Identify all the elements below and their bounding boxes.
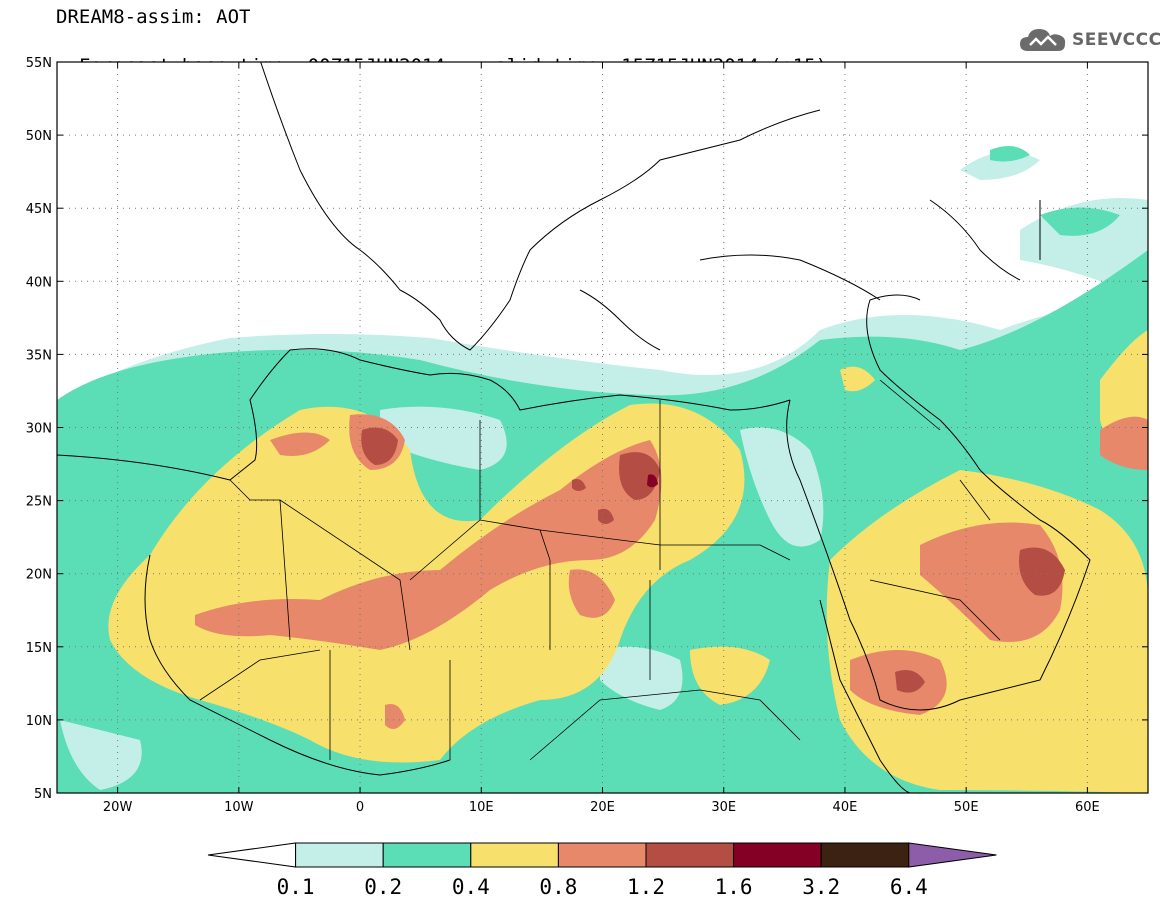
lat-tick-label: 40N bbox=[26, 275, 52, 290]
lon-tick-label: 10W bbox=[224, 800, 254, 815]
legend-swatch bbox=[295, 842, 384, 868]
lat-tick-label: 10N bbox=[26, 714, 52, 729]
legend-label: 0.4 bbox=[452, 875, 490, 899]
legend-swatch bbox=[645, 842, 735, 868]
legend-label: 0.1 bbox=[277, 875, 315, 899]
lon-tick-label: 0 bbox=[356, 800, 364, 815]
aot-band-0.1-patches bbox=[60, 406, 824, 790]
legend-label: 1.6 bbox=[715, 875, 753, 899]
legend-label: 0.2 bbox=[364, 875, 402, 899]
lat-tick-label: 45N bbox=[26, 202, 52, 217]
aot-band-1.2 bbox=[361, 427, 1065, 693]
lat-tick-label: 55N bbox=[26, 56, 52, 71]
lat-tick-label: 20N bbox=[26, 568, 52, 583]
lon-tick-label: 30E bbox=[711, 800, 736, 815]
coastlines bbox=[57, 62, 1091, 793]
lat-tick-label: 25N bbox=[26, 495, 52, 510]
lat-tick-label: 15N bbox=[26, 641, 52, 656]
legend-swatch bbox=[557, 842, 647, 868]
legend-swatch bbox=[382, 842, 472, 868]
legend-swatch bbox=[733, 842, 822, 868]
map-title: DREAM8-assim: AOT bbox=[56, 6, 251, 28]
lat-tick-label: 5N bbox=[34, 787, 52, 802]
lat-tick-label: 35N bbox=[26, 348, 52, 363]
legend-label: 0.8 bbox=[539, 875, 577, 899]
lon-tick-label: 40E bbox=[833, 800, 858, 815]
legend-swatch bbox=[820, 842, 910, 868]
lat-tick-label: 50N bbox=[26, 129, 52, 144]
lon-tick-label: 50E bbox=[954, 800, 979, 815]
seevccc-logo: SEEVCCC bbox=[1018, 24, 1162, 56]
country-borders bbox=[199, 379, 1001, 761]
aot-band-1.6 bbox=[647, 474, 658, 488]
lon-tick-label: 10E bbox=[469, 800, 494, 815]
legend-label: 3.2 bbox=[802, 875, 840, 899]
logo-text: SEEVCCC bbox=[1072, 30, 1162, 50]
legend-label: 6.4 bbox=[890, 875, 928, 899]
lat-axis: 55N 50N 45N 40N 35N 30N 25N 20N 15N 10N 5N bbox=[26, 56, 1148, 802]
cloud-icon bbox=[1020, 29, 1066, 51]
lon-tick-label: 20E bbox=[590, 800, 615, 815]
legend-label: 1.2 bbox=[627, 875, 665, 899]
lon-tick-label: 60E bbox=[1075, 800, 1100, 815]
legend-arrow-high bbox=[908, 842, 997, 868]
legend-arrow-low bbox=[207, 842, 297, 868]
lon-tick-label: 20W bbox=[103, 800, 133, 815]
lat-tick-label: 30N bbox=[26, 422, 52, 437]
lon-axis: 20W 10W 0 10E 20E 30E 40E 50E 60E bbox=[103, 62, 1100, 815]
legend-swatch bbox=[470, 842, 559, 868]
